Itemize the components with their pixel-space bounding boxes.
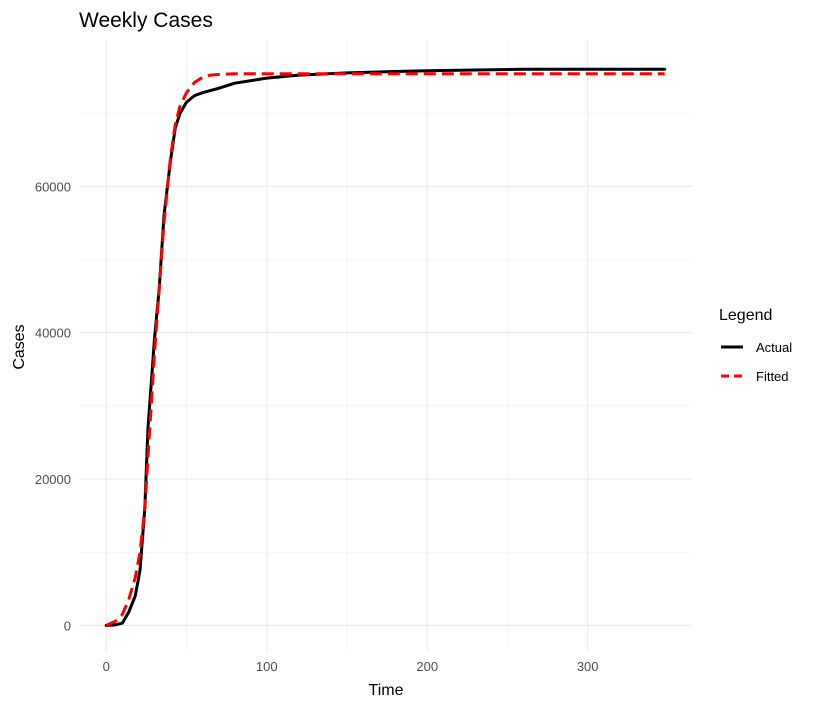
y-tick-label: 20000: [35, 472, 71, 487]
legend-title: Legend: [719, 307, 772, 324]
series-line-fitted: [105, 72, 665, 627]
y-axis-ticks: 0 20000 40000 60000: [35, 179, 71, 633]
x-tick-label: 0: [103, 659, 110, 674]
x-axis-title: Time: [369, 682, 404, 699]
series-line-actual: [104, 67, 667, 627]
x-tick-label: 300: [577, 659, 599, 674]
x-tick-label: 100: [256, 659, 278, 674]
y-axis-title: Cases: [11, 324, 28, 369]
chart-title: Weekly Cases: [79, 9, 213, 32]
y-tick-label: 0: [64, 618, 71, 633]
legend: Legend Actual Fitted: [719, 307, 792, 384]
series-group: [104, 67, 667, 627]
x-tick-label: 200: [416, 659, 438, 674]
x-axis-ticks: 0 100 200 300: [103, 659, 599, 674]
legend-label-actual: Actual: [756, 340, 792, 355]
legend-label-fitted: Fitted: [756, 369, 789, 384]
y-tick-label: 40000: [35, 326, 71, 341]
y-tick-label: 60000: [35, 179, 71, 194]
grid: [79, 40, 692, 651]
